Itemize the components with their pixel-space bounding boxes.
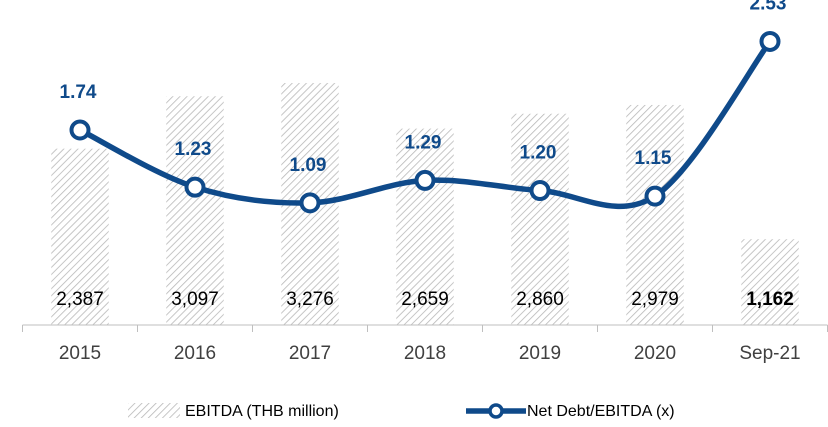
line-marker: [759, 30, 781, 52]
line-marker: [644, 185, 666, 207]
line-marker: [299, 192, 321, 214]
legend-swatch: [128, 403, 180, 418]
line-marker: [529, 180, 551, 202]
line-value-label: 1.23: [175, 139, 212, 160]
legend-label: Net Debt/EBITDA (x): [527, 403, 675, 420]
bar-value-label: 1,162: [746, 289, 794, 310]
line-value-label: 1.29: [405, 132, 442, 153]
x-tick-label: 2020: [634, 343, 676, 364]
line-value-label: 2.53: [750, 0, 787, 14]
line-marker: [414, 169, 436, 191]
legend-marker: [488, 403, 504, 419]
bar: [396, 128, 454, 325]
bar-value-label: 3,276: [286, 289, 334, 310]
x-tick-label: 2018: [404, 343, 446, 364]
x-tick-label: 2017: [289, 343, 331, 364]
bar-value-label: 2,387: [56, 289, 104, 310]
bar-value-label: 2,860: [516, 289, 564, 310]
x-tick-label: Sep-21: [739, 343, 800, 364]
x-tick-label: 2016: [174, 343, 216, 364]
legend-label: EBITDA (THB million): [185, 403, 339, 420]
bar: [166, 96, 224, 325]
line-marker: [184, 176, 206, 198]
bar-value-label: 2,659: [401, 289, 449, 310]
line-value-label: 1.74: [60, 82, 97, 103]
bar-value-label: 3,097: [171, 289, 219, 310]
bar: [741, 239, 799, 325]
bar-value-label: 2,979: [631, 289, 679, 310]
x-tick-label: 2019: [519, 343, 561, 364]
line-value-label: 1.20: [520, 143, 557, 164]
line-value-label: 1.15: [635, 148, 672, 169]
bar: [51, 148, 109, 325]
line-marker: [69, 119, 91, 141]
bar: [626, 104, 684, 325]
line-value-label: 1.09: [290, 155, 327, 176]
x-tick-label: 2015: [59, 343, 101, 364]
bar: [511, 113, 569, 325]
